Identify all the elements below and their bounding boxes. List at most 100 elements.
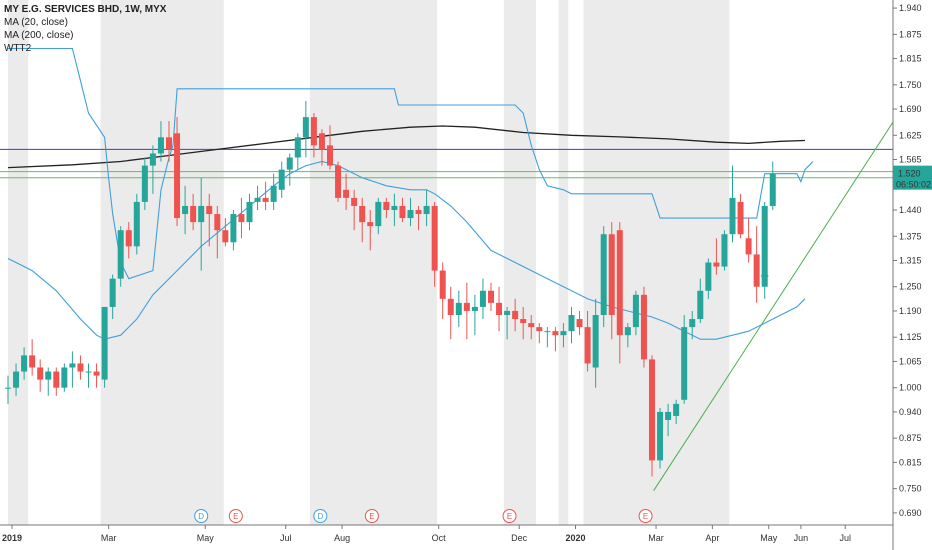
candle-0 [5, 375, 11, 404]
candle-body-89 [721, 234, 728, 267]
y-tick-label-4: 1.690 [899, 104, 922, 114]
y-tick-label-12: 1.190 [899, 306, 922, 316]
y-tick-label-10: 1.315 [899, 255, 922, 265]
candle-2 [21, 347, 28, 380]
candle-55 [447, 286, 454, 340]
candle-body-6 [53, 371, 60, 388]
candle-body-57 [463, 302, 470, 311]
candle-94 [761, 201, 768, 299]
candle-body-22 [182, 205, 189, 215]
candle-25 [206, 193, 213, 247]
x-axis-panel [0, 525, 893, 550]
session-band-2 [309, 0, 438, 525]
candle-body-79 [640, 294, 647, 360]
candle-30 [246, 193, 253, 231]
candle-8 [69, 351, 76, 388]
candle-20 [166, 121, 172, 162]
candle-body-1 [13, 371, 20, 388]
event-label-1: E [233, 512, 238, 521]
candle-body-75 [608, 234, 615, 315]
event-0: D [194, 509, 209, 523]
x-tick-label-10: May [760, 533, 778, 543]
candle-body-60 [488, 290, 494, 303]
candle-27 [222, 218, 229, 247]
candle-39 [318, 129, 325, 166]
candle-body-58 [471, 306, 478, 311]
event-2: D [313, 509, 328, 523]
y-tick-label-18: 0.815 [899, 457, 922, 467]
candle-body-85 [689, 319, 696, 328]
candle-9 [77, 355, 84, 380]
candle-44 [359, 197, 366, 243]
event-label-2: D [317, 512, 323, 521]
y-tick-label-14: 1.065 [899, 356, 922, 366]
y-axis-panel [893, 0, 932, 550]
signal-triangle [760, 268, 769, 277]
candle-body-83 [673, 403, 680, 416]
legend-ma20: MA (20, close) [4, 17, 68, 28]
candle-89 [721, 230, 728, 271]
candle-74 [600, 226, 607, 328]
trendline-layer [653, 114, 898, 491]
session-band-0 [8, 0, 29, 525]
candle-body-88 [713, 262, 720, 267]
candle-body-67 [544, 331, 551, 333]
candle-12 [101, 306, 108, 388]
candle-body-49 [399, 205, 406, 219]
candle-body-66 [536, 327, 543, 332]
event-circle-3 [364, 509, 379, 523]
candle-3 [29, 339, 36, 376]
price-badge-value: 1.520 [898, 169, 921, 179]
price-badge-countdown: 06:50:02 [896, 180, 931, 190]
candle-83 [673, 399, 680, 425]
candle-50 [407, 197, 414, 227]
candle-body-31 [254, 197, 261, 202]
candle-16 [133, 193, 140, 255]
candle-26 [214, 205, 221, 259]
candle-body-84 [681, 327, 688, 400]
candle-body-90 [729, 197, 736, 235]
candle-body-53 [431, 205, 438, 271]
candle-71 [576, 310, 583, 336]
candle-23 [190, 193, 197, 231]
candle-body-37 [302, 117, 309, 138]
candle-body-80 [649, 359, 655, 461]
candle-76 [616, 222, 623, 364]
y-tick-label-1: 1.875 [899, 29, 922, 39]
y-tick-label-16: 0.940 [899, 407, 922, 417]
event-circle-4 [502, 509, 517, 523]
candle-90 [729, 165, 736, 243]
candle-body-34 [278, 169, 285, 190]
candle-body-44 [359, 205, 366, 223]
candle-body-51 [415, 210, 422, 215]
candle-body-3 [29, 355, 36, 368]
candle-body-72 [584, 327, 591, 364]
candle-body-40 [327, 145, 333, 166]
candle-87 [705, 258, 712, 299]
wtt2-layer [8, 47, 814, 280]
candle-body-94 [761, 205, 768, 287]
candle-40 [327, 125, 333, 170]
wtt2-line [8, 47, 814, 280]
candle-73 [592, 298, 599, 388]
candle-6 [53, 367, 60, 396]
event-1: E [228, 509, 243, 523]
candle-body-45 [367, 222, 374, 227]
candle-body-12 [101, 306, 108, 380]
candle-81 [657, 407, 664, 469]
candle-body-17 [141, 165, 148, 202]
candle-60 [488, 282, 494, 311]
candle-61 [496, 286, 503, 332]
y-tick-label-17: 0.875 [899, 433, 922, 443]
candle-70 [568, 306, 575, 344]
candle-51 [415, 205, 422, 231]
candle-5 [45, 367, 52, 396]
candle-body-91 [737, 201, 744, 235]
candle-body-33 [270, 185, 277, 202]
candle-body-69 [560, 331, 567, 336]
candle-10 [85, 363, 92, 388]
event-circle-0 [194, 509, 209, 523]
event-3: E [364, 509, 379, 523]
candle-body-73 [592, 315, 599, 368]
